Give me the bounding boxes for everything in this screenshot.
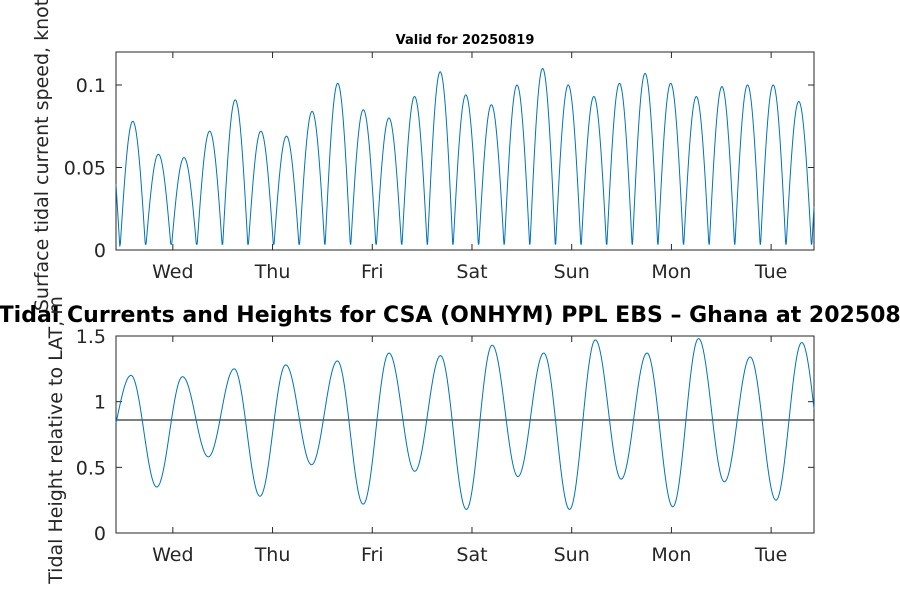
current-speed-series-line	[115, 67, 815, 247]
tidal-height-plot-area	[115, 335, 815, 534]
tidal-height-ylabel: Tidal Height relative to LAT, m	[45, 296, 67, 585]
current-speed-xtick-label: Tue	[754, 261, 787, 283]
current-speed-xtick-label: Sun	[554, 261, 590, 283]
current-speed-ytick-label: 0.1	[76, 75, 106, 97]
tidal-height-ytick-label: 0.5	[76, 457, 106, 479]
tidal-height-xtick-label: Sat	[456, 544, 487, 566]
current-speed-xtick-label: Sat	[456, 261, 487, 283]
tidal-height-ticks: Wed Thu Fri Sat Sun Mon Tue 0 0.5 1 1.5	[76, 326, 814, 566]
current-speed-title: Valid for 20250819	[396, 33, 535, 48]
figure-title: Tidal Currents and Heights for CSA (ONHY…	[0, 303, 900, 328]
current-speed-xtick-label: Wed	[152, 261, 193, 283]
tidal-height-ytick-label: 1.5	[76, 326, 106, 348]
current-speed-axes: Valid for 20250819 Wed Thu Fri Sat Sun Mon Tue…	[31, 0, 815, 311]
tidal-height-xtick-label: Tue	[754, 544, 787, 566]
current-speed-xtick-label: Mon	[651, 261, 691, 283]
tidal-height-xtick-label: Sun	[554, 544, 590, 566]
current-speed-xtick-label: Thu	[254, 261, 291, 283]
current-speed-ylabel: Surface tidal current speed, knots	[31, 0, 53, 311]
tidal-height-xtick-label: Wed	[152, 544, 193, 566]
current-speed-xtick-label: Fri	[361, 261, 384, 283]
tidal-height-xtick-label: Fri	[361, 544, 384, 566]
tidal-height-ytick-label: 0	[94, 523, 106, 545]
tidal-height-axes: Tidal Currents and Heights for CSA (ONHY…	[0, 296, 900, 585]
current-speed-plot-area	[115, 51, 815, 251]
current-speed-ytick-label: 0.05	[64, 158, 106, 180]
tidal-height-series-line	[115, 338, 815, 510]
tidal-height-xtick-label: Thu	[254, 544, 291, 566]
tidal-height-ytick-label: 1	[94, 392, 106, 414]
current-speed-ytick-label: 0	[94, 240, 106, 262]
current-speed-ticks: Wed Thu Fri Sat Sun Mon Tue 0 0.05 0.1	[64, 52, 814, 283]
tidal-height-xtick-label: Mon	[651, 544, 691, 566]
